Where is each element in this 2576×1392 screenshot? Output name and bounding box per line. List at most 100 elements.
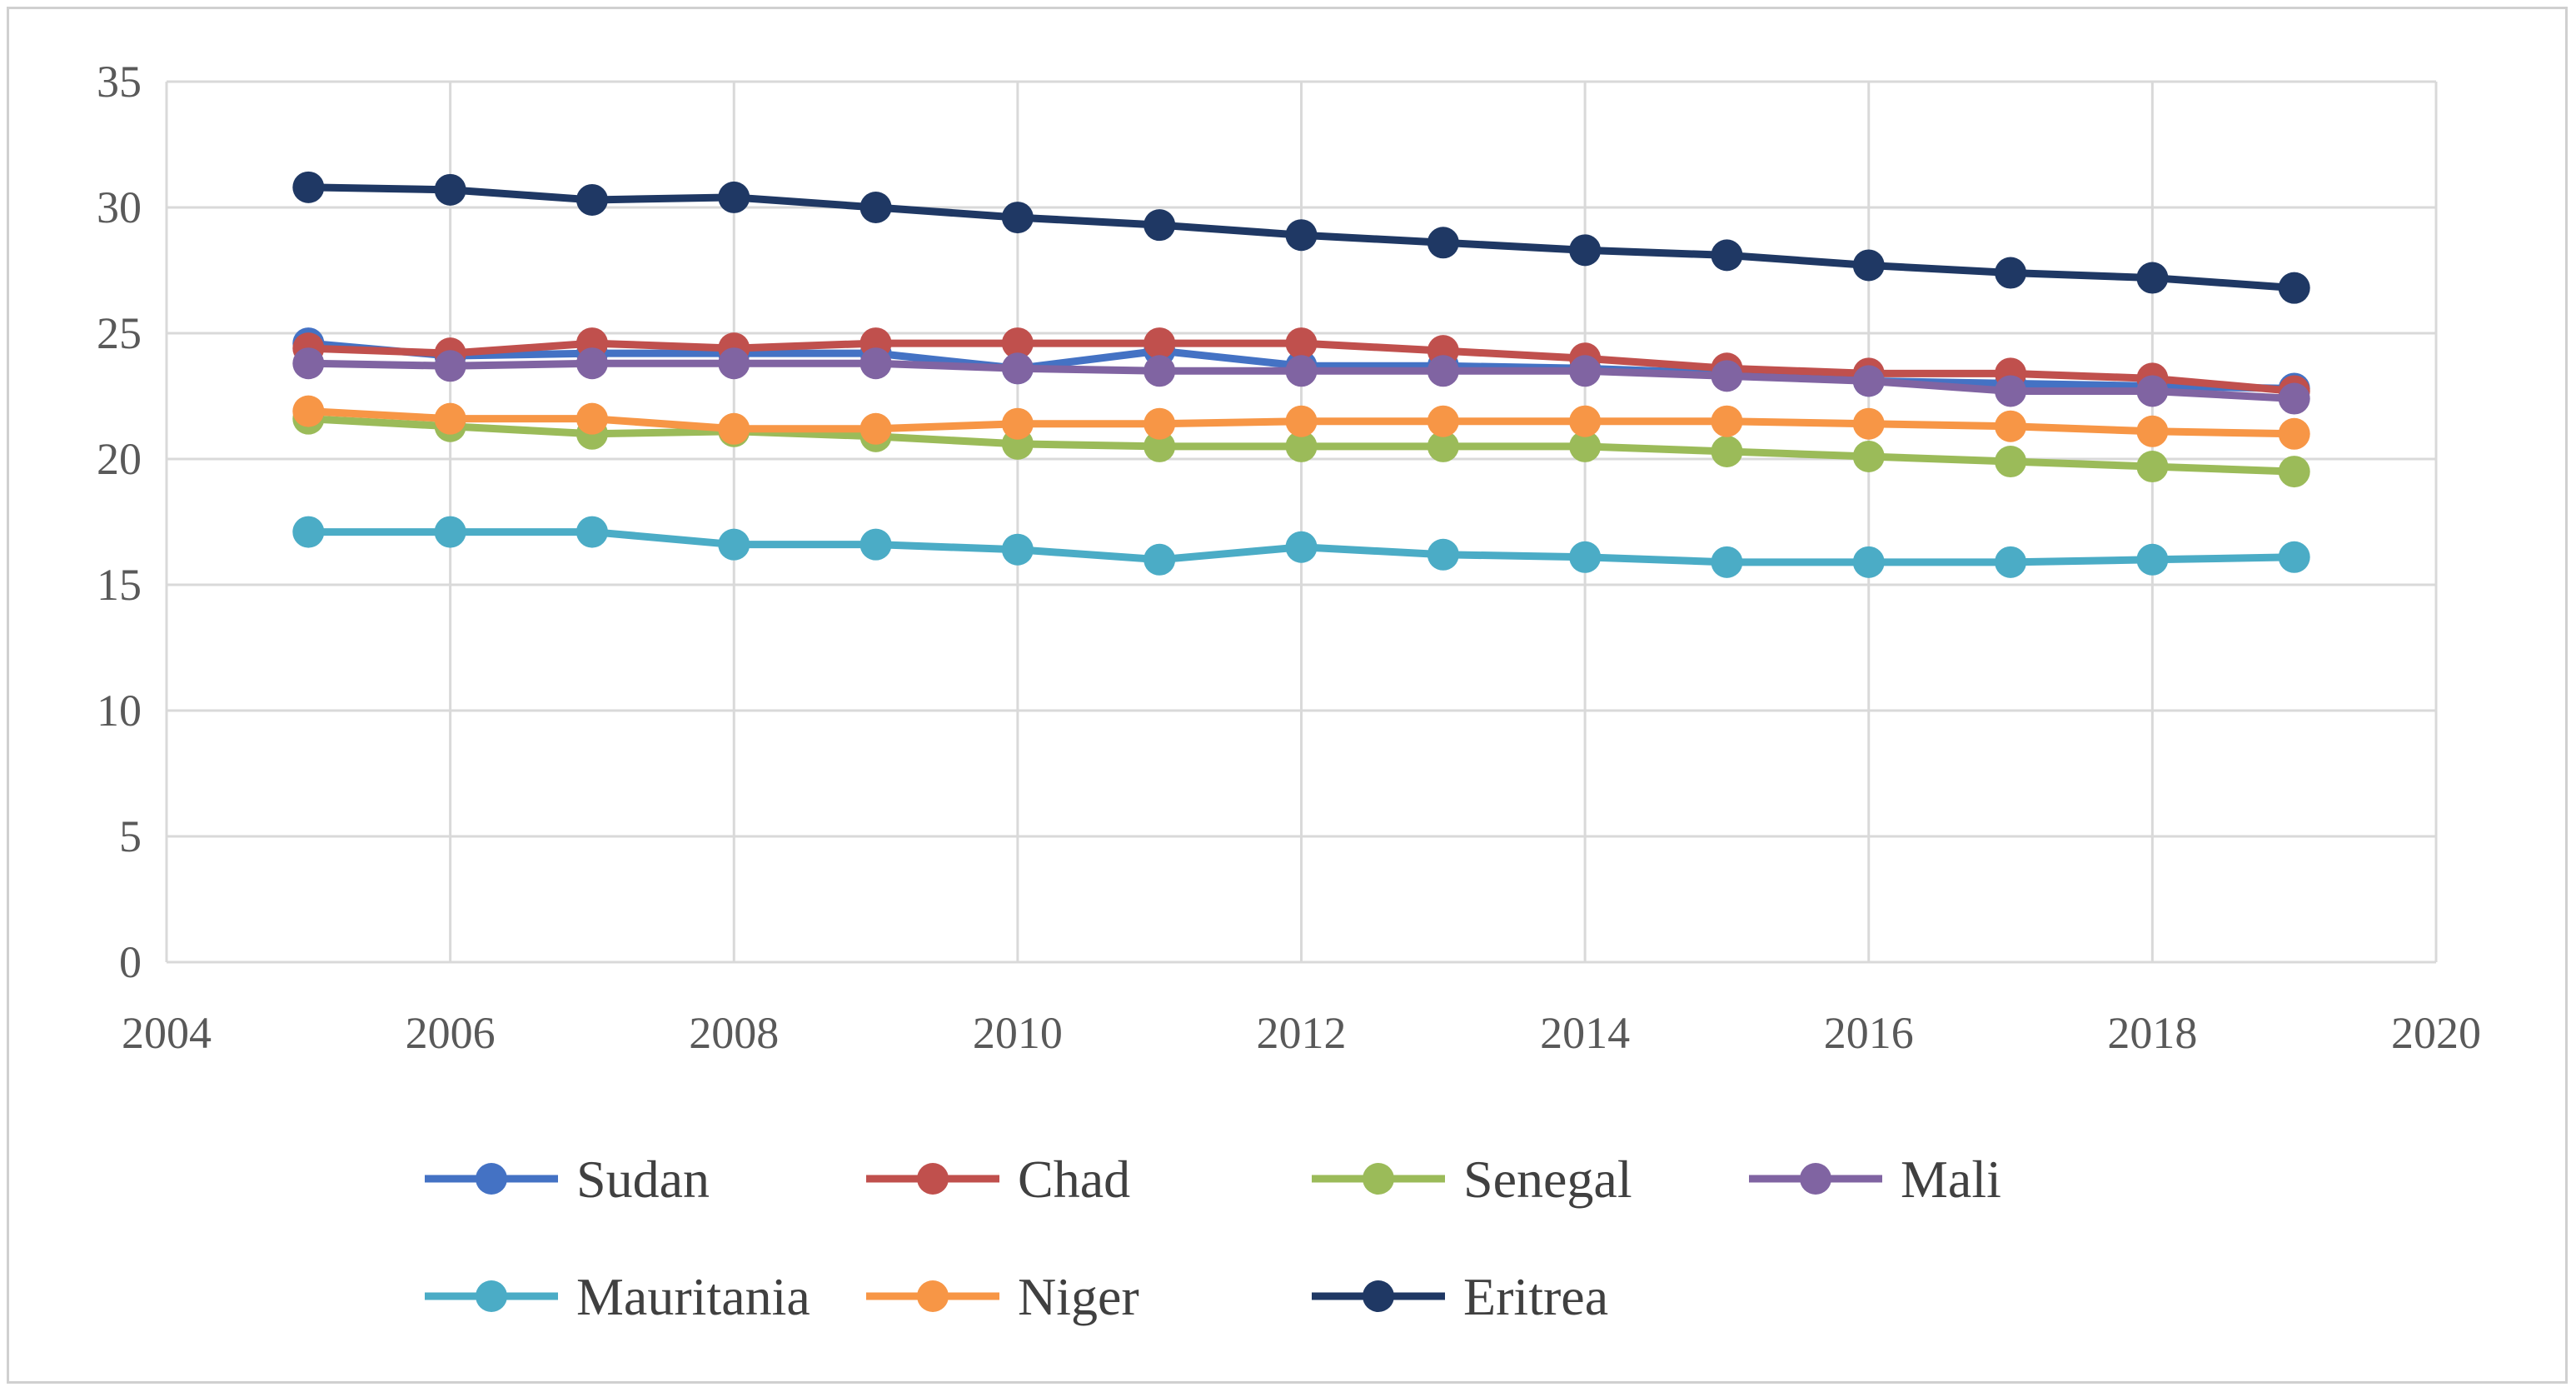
x-tick-label: 2020 <box>2391 1008 2481 1058</box>
grid-lines <box>165 80 2438 964</box>
data-point <box>1852 407 1885 440</box>
legend-item-sudan: Sudan <box>425 1150 710 1209</box>
data-point <box>434 350 466 382</box>
data-point <box>1001 327 1034 360</box>
legend-label: Niger <box>1018 1267 1139 1326</box>
data-point <box>718 412 750 445</box>
legend-marker <box>917 1163 949 1195</box>
data-point <box>1285 405 1318 437</box>
x-tick-label: 2016 <box>1824 1008 1914 1058</box>
data-point <box>2136 375 2169 407</box>
y-tick-label: 10 <box>97 686 142 736</box>
data-point <box>575 347 608 380</box>
data-point <box>1285 430 1318 462</box>
series-mali <box>292 347 2310 415</box>
x-tick-label: 2006 <box>406 1008 496 1058</box>
legend-marker <box>476 1280 507 1312</box>
data-point <box>1711 239 1743 272</box>
y-tick-label: 25 <box>97 308 142 358</box>
data-point <box>1852 440 1885 472</box>
data-point <box>859 412 892 445</box>
data-point <box>1001 407 1034 440</box>
data-point <box>1144 209 1176 242</box>
legend-item-chad: Chad <box>866 1150 1130 1209</box>
series-niger <box>292 395 2310 450</box>
legend-marker <box>1363 1163 1394 1195</box>
legend-label: Senegal <box>1463 1150 1632 1209</box>
data-point <box>434 516 466 548</box>
data-point <box>1995 410 2027 442</box>
y-tick-label: 20 <box>97 434 142 484</box>
y-tick-label: 35 <box>97 57 142 107</box>
legend-label: Eritrea <box>1463 1267 1608 1326</box>
data-point <box>1144 327 1176 360</box>
data-point <box>859 347 892 380</box>
legend-marker <box>917 1280 949 1312</box>
data-point <box>1427 405 1459 437</box>
data-point <box>1001 352 1034 385</box>
x-tick-label: 2004 <box>122 1008 212 1058</box>
data-point <box>859 528 892 561</box>
data-point <box>1852 365 1885 397</box>
data-point <box>434 402 466 435</box>
data-point <box>1995 446 2027 478</box>
data-point <box>1711 360 1743 392</box>
legend-item-eritrea: Eritrea <box>1312 1267 1608 1326</box>
data-point <box>1285 355 1318 387</box>
data-point <box>1569 355 1602 387</box>
data-point <box>1569 430 1602 462</box>
data-point <box>1427 355 1459 387</box>
x-tick-label: 2018 <box>2107 1008 2197 1058</box>
data-point <box>575 183 608 216</box>
x-tick-label: 2014 <box>1540 1008 1630 1058</box>
legend-item-mauritania: Mauritania <box>425 1267 810 1326</box>
y-tick-label: 0 <box>119 937 142 987</box>
data-point <box>2278 456 2310 488</box>
x-tick-label: 2012 <box>1257 1008 1347 1058</box>
data-point <box>1427 538 1459 571</box>
data-point <box>1852 249 1885 282</box>
data-point <box>1285 327 1318 360</box>
data-point <box>1569 234 1602 267</box>
data-point <box>2278 417 2310 450</box>
data-point <box>2278 541 2310 573</box>
legend-marker <box>1800 1163 1831 1195</box>
data-point <box>292 171 325 203</box>
data-point <box>2136 451 2169 483</box>
data-point <box>1711 405 1743 437</box>
data-point <box>1285 531 1318 563</box>
x-tick-label: 2008 <box>689 1008 779 1058</box>
data-point <box>575 516 608 548</box>
data-point <box>1852 546 1885 578</box>
data-point <box>1144 430 1176 462</box>
y-tick-label: 15 <box>97 560 142 610</box>
legend-label: Chad <box>1018 1150 1130 1209</box>
data-point <box>1001 533 1034 566</box>
data-point <box>292 347 325 380</box>
y-tick-label: 30 <box>97 182 142 232</box>
series-eritrea <box>292 171 2310 304</box>
data-point <box>859 192 892 223</box>
data-point <box>2278 272 2310 304</box>
data-point <box>1144 543 1176 576</box>
data-point <box>2136 415 2169 447</box>
data-point <box>1427 430 1459 462</box>
x-tick-label: 2010 <box>973 1008 1063 1058</box>
series-mauritania <box>292 516 2310 578</box>
data-point <box>1144 355 1176 387</box>
legend-label: Sudan <box>576 1150 710 1209</box>
y-tick-label: 5 <box>119 811 142 861</box>
data-point <box>1711 546 1743 578</box>
data-point <box>1001 202 1034 234</box>
data-point <box>1995 257 2027 289</box>
data-point <box>292 395 325 427</box>
legend-item-senegal: Senegal <box>1312 1150 1632 1209</box>
data-point <box>718 181 750 213</box>
legend-label: Mauritania <box>576 1267 810 1326</box>
data-point <box>292 516 325 548</box>
legend-item-niger: Niger <box>866 1267 1139 1326</box>
tick-labels: 0 5 10 15 20 25 30 35 2004 2006 2008 2010 2012 2014 20… <box>97 57 2481 1058</box>
data-point <box>2136 543 2169 576</box>
data-point <box>1569 405 1602 437</box>
legend-marker <box>476 1163 507 1195</box>
